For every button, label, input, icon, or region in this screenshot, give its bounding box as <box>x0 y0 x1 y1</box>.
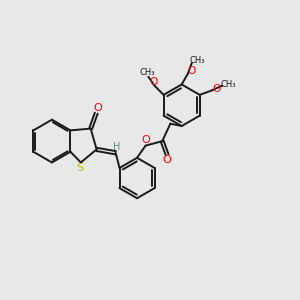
Text: O: O <box>93 103 102 113</box>
Text: S: S <box>76 164 83 173</box>
Text: H: H <box>113 142 120 152</box>
Text: CH₃: CH₃ <box>139 68 154 77</box>
Text: O: O <box>149 77 158 87</box>
Text: CH₃: CH₃ <box>189 56 205 64</box>
Text: O: O <box>188 66 196 76</box>
Text: O: O <box>162 155 171 165</box>
Text: O: O <box>142 135 150 145</box>
Text: CH₃: CH₃ <box>220 80 236 88</box>
Text: O: O <box>212 84 220 94</box>
